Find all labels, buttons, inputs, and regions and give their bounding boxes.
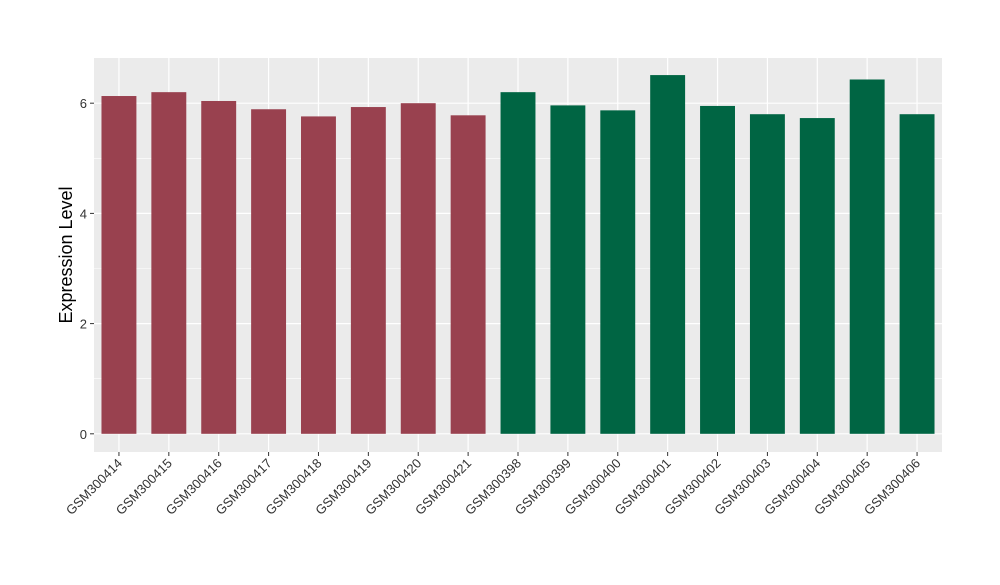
bar	[400, 103, 436, 434]
bar	[550, 105, 586, 434]
bar	[450, 115, 486, 434]
bar	[350, 107, 386, 434]
bar	[749, 114, 785, 434]
bar	[849, 79, 885, 434]
bar	[799, 118, 835, 434]
bar	[500, 92, 536, 434]
y-tick-label: 6	[80, 96, 87, 111]
bar	[151, 92, 187, 434]
y-axis-label: Expression Level	[56, 186, 76, 323]
y-tick-label: 2	[80, 317, 87, 332]
bar	[101, 96, 137, 434]
y-tick-label: 4	[80, 206, 87, 221]
bar	[700, 105, 735, 434]
bar	[899, 114, 935, 434]
bar	[301, 116, 336, 434]
y-tick-label: 0	[80, 427, 87, 442]
bar	[650, 75, 686, 434]
bar	[600, 110, 636, 434]
bar	[201, 100, 237, 434]
bar	[251, 109, 287, 434]
